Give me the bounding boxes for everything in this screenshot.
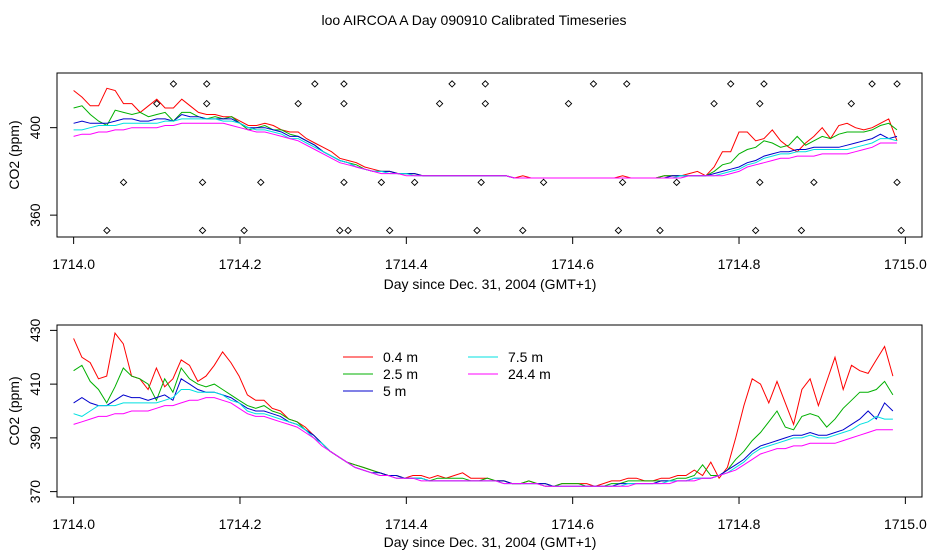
top-x-tick-label: 1714.2: [219, 256, 262, 272]
top-x-axis-label: Day since Dec. 31, 2004 (GMT+1): [384, 276, 597, 292]
marker-point: [481, 80, 490, 88]
bottom-series-24-4-mm-line: [73, 397, 893, 487]
marker-point: [589, 80, 598, 88]
bottom-x-tick-label: 1714.8: [718, 516, 761, 532]
marker-point: [481, 99, 490, 108]
top-series-0-4-mm-line: [73, 87, 898, 179]
marker-point: [311, 80, 319, 88]
marker-point: [385, 226, 394, 235]
marker-point: [435, 99, 444, 108]
marker-point: [622, 80, 631, 88]
bottom-x-tick-label: 1714.2: [219, 516, 262, 532]
marker-point: [410, 178, 419, 187]
marker-point: [477, 178, 485, 187]
bottom-plot-frame: [56, 324, 923, 498]
bottom-series-7-5-mm-line: [73, 389, 893, 487]
bottom-series-2-5-mm-line: [73, 364, 894, 487]
legend-label: 7.5 m: [508, 349, 543, 365]
marker-point: [153, 99, 161, 108]
bottom-x-tick-label: 1714.6: [551, 516, 594, 532]
marker-point: [618, 178, 627, 187]
marker-point: [710, 99, 718, 108]
legend-label: 0.4 m: [383, 349, 418, 365]
marker-point: [336, 226, 344, 235]
marker-point: [198, 226, 207, 235]
bottom-series-0-4-mm-line: [73, 331, 894, 487]
marker-point: [448, 80, 456, 88]
legend-label: 5 m: [383, 383, 406, 399]
legend-label: 24.4 m: [508, 366, 551, 382]
marker-point: [868, 80, 876, 88]
marker-point: [103, 226, 111, 235]
marker-point: [119, 178, 128, 187]
marker-point: [614, 226, 623, 235]
marker-point: [169, 80, 178, 88]
top-panel: 1714.0 1714.2 1714.4 1714.6 1714.8 1715.0 360 4…: [6, 72, 927, 292]
bottom-y-tick-label: 410: [27, 372, 43, 396]
bottom-series-5-mm-line: [73, 378, 894, 487]
marker-point: [672, 178, 681, 187]
marker-point: [198, 178, 207, 187]
marker-point: [893, 80, 901, 88]
marker-point: [897, 226, 905, 235]
marker-point: [726, 80, 735, 88]
top-markers: [103, 80, 905, 235]
bottom-x-tick-label: 1714.0: [52, 516, 95, 532]
marker-point: [760, 80, 768, 88]
top-y-tick-label: 360: [27, 203, 43, 227]
bottom-x-tick-label: 1715.0: [884, 516, 927, 532]
top-x-tick-label: 1714.4: [385, 256, 428, 272]
marker-point: [539, 178, 548, 187]
bottom-x-axis-label: Day since Dec. 31, 2004 (GMT+1): [384, 534, 597, 550]
marker-point: [344, 226, 352, 235]
top-series-5-mm-line: [73, 113, 898, 179]
bottom-x-tick-label: 1714.4: [385, 516, 428, 532]
top-series: [73, 87, 898, 179]
marker-point: [473, 226, 481, 235]
bottom-series: [73, 331, 894, 487]
top-series-24-4-mm-line: [73, 122, 897, 179]
bottom-panel: 1714.0 1714.2 1714.4 1714.6 1714.8 1715.0 370 3…: [6, 318, 927, 550]
top-y-tick-label: 400: [27, 116, 43, 140]
top-x-tick-label: 1715.0: [884, 256, 927, 272]
marker-point: [340, 99, 348, 108]
top-plot-frame: [56, 72, 923, 238]
top-series-7-5-mm-line: [73, 118, 898, 179]
marker-point: [810, 178, 818, 187]
bottom-y-tick-label: 430: [27, 318, 43, 342]
top-y-axis-label: CO2 (ppm): [6, 120, 22, 189]
marker-point: [377, 178, 386, 187]
marker-point: [564, 99, 573, 108]
marker-point: [656, 226, 664, 235]
bottom-y-tick-label: 370: [27, 480, 43, 504]
top-axes: 1714.0 1714.2 1714.4 1714.6 1714.8 1715.0 360 4…: [27, 116, 927, 272]
bottom-y-axis-label: CO2 (ppm): [6, 376, 22, 445]
marker-point: [240, 226, 248, 235]
legend: 0.4 m2.5 m5 m 7.5 m24.4 m: [343, 349, 551, 399]
top-x-tick-label: 1714.0: [52, 256, 95, 272]
marker-point: [756, 178, 764, 187]
marker-point: [294, 99, 302, 108]
marker-point: [847, 99, 856, 108]
figure-title: loo AIRCOA A Day 090910 Calibrated Times…: [321, 12, 626, 28]
marker-point: [340, 178, 348, 187]
marker-point: [202, 99, 211, 108]
top-x-tick-label: 1714.6: [551, 256, 594, 272]
marker-point: [519, 226, 527, 235]
marker-point: [797, 226, 806, 235]
marker-point: [893, 178, 901, 187]
marker-point: [751, 226, 760, 235]
bottom-y-tick-label: 390: [27, 426, 43, 450]
bottom-axes: 1714.0 1714.2 1714.4 1714.6 1714.8 1715.0 370 3…: [27, 318, 927, 532]
marker-point: [202, 80, 211, 88]
marker-point: [756, 99, 764, 108]
top-x-tick-label: 1714.8: [718, 256, 761, 272]
legend-label: 2.5 m: [383, 366, 418, 382]
marker-point: [257, 178, 265, 187]
marker-point: [340, 80, 348, 88]
